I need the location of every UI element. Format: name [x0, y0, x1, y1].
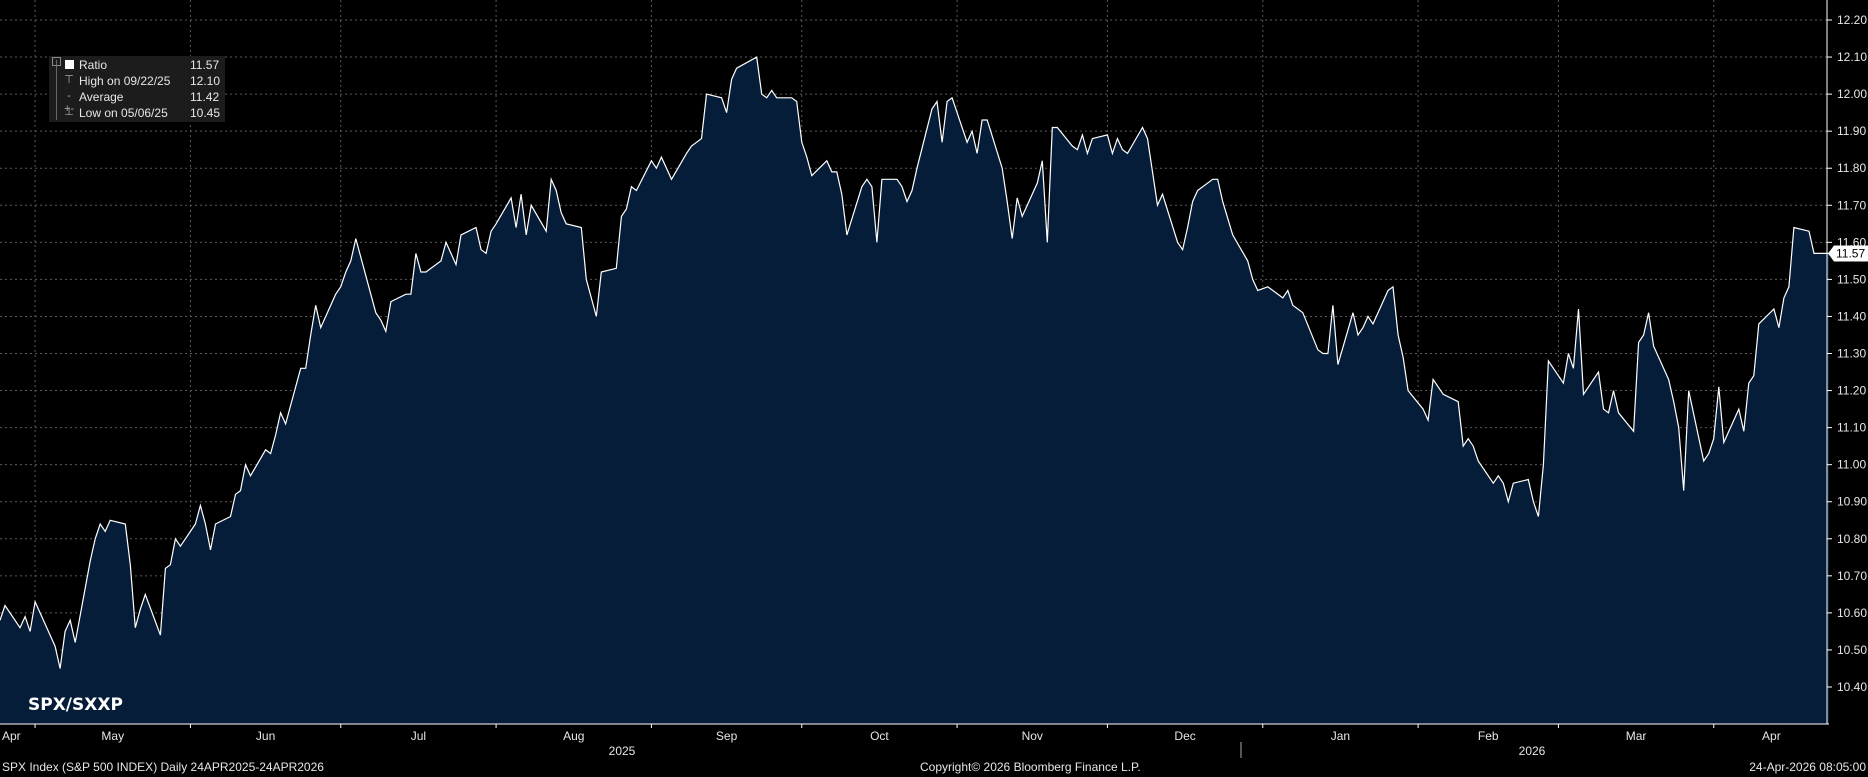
month-label: Mar [1626, 729, 1647, 743]
y-tick-label: 10.40 [1837, 680, 1867, 694]
legend-average-label: Average [79, 90, 124, 104]
legend-ratio-row: Ratio 11.57 [49, 57, 225, 73]
footer-copyright: Copyright© 2026 Bloomberg Finance L.P. [920, 760, 1141, 774]
y-tick-label: 10.70 [1837, 569, 1867, 583]
legend-bracket [56, 60, 57, 120]
y-tick-label: 11.30 [1837, 347, 1866, 361]
y-tick-label: 11.20 [1837, 384, 1866, 398]
y-tick-label: 11.00 [1837, 458, 1866, 472]
series-line [0, 56, 1829, 669]
high-marker-icon: ⊤ [64, 74, 74, 86]
legend-box: Ratio 11.57 ⊤ High on 09/22/25 12.10 -+-… [49, 56, 225, 122]
legend-low-value: 10.45 [190, 106, 221, 120]
y-tick-label: 10.50 [1837, 643, 1867, 657]
month-label: Aug [563, 729, 584, 743]
month-label: Feb [1478, 729, 1499, 743]
legend-high-row: ⊤ High on 09/22/25 12.10 [49, 73, 225, 89]
low-marker-icon: ⊥ [64, 106, 74, 118]
year-label: 2025 [609, 744, 636, 758]
y-tick-label: 10.60 [1837, 606, 1867, 620]
chart-title: SPX/SXXP [28, 695, 123, 715]
ratio-square-icon [65, 60, 74, 69]
legend-high-value: 12.10 [190, 74, 221, 88]
footer-security-info: SPX Index (S&P 500 INDEX) Daily 24APR202… [2, 760, 324, 774]
area-series [0, 56, 1829, 725]
month-label: Nov [1022, 729, 1043, 743]
month-label: Oct [870, 729, 889, 743]
legend-collapse-icon[interactable] [52, 57, 61, 66]
legend-low-row: ⊥ Low on 05/06/25 10.45 [49, 105, 225, 121]
area-fill [0, 57, 1829, 725]
y-tick-label: 10.80 [1837, 532, 1867, 546]
legend-high-label: High on 09/22/25 [79, 74, 171, 88]
axes: 10.40 10.50 10.60 10.70 10.80 10.90 11.00 11.10… [0, 0, 1868, 758]
month-label: Apr [2, 729, 21, 743]
year-label: 2026 [1519, 744, 1546, 758]
legend-low-label: Low on 05/06/25 [79, 106, 168, 120]
y-tick-label: 12.20 [1837, 13, 1867, 27]
month-label: Apr [1762, 729, 1781, 743]
y-tick-label: 11.90 [1837, 124, 1866, 138]
footer-timestamp: 24-Apr-2026 08:05:00 [1749, 760, 1866, 774]
legend-average-row: -+- Average 11.42 [49, 89, 225, 115]
y-tick-label: 11.40 [1837, 309, 1866, 323]
y-tick-label: 12.10 [1837, 50, 1867, 64]
y-tick-label: 11.10 [1837, 421, 1866, 435]
month-label: Sep [716, 729, 738, 743]
legend-ratio-label: Ratio [79, 58, 108, 72]
average-marker-icon: -+- [63, 90, 75, 115]
last-value-tag [1828, 245, 1868, 262]
y-tick-label: 11.50 [1837, 272, 1866, 286]
month-label: May [101, 729, 124, 743]
y-tick-label: 11.70 [1837, 198, 1866, 212]
month-label: Dec [1174, 729, 1195, 743]
y-tick-label: 12.00 [1837, 87, 1867, 101]
last-value-label: 11.57 [1836, 246, 1865, 260]
y-tick-label: 11.80 [1837, 161, 1866, 175]
legend-ratio-value: 11.57 [190, 58, 220, 72]
month-label: Jul [411, 729, 426, 743]
y-tick-label: 10.90 [1837, 495, 1867, 509]
month-label: Jun [256, 729, 275, 743]
legend-average-value: 11.42 [190, 90, 220, 104]
month-label: Jan [1331, 729, 1350, 743]
